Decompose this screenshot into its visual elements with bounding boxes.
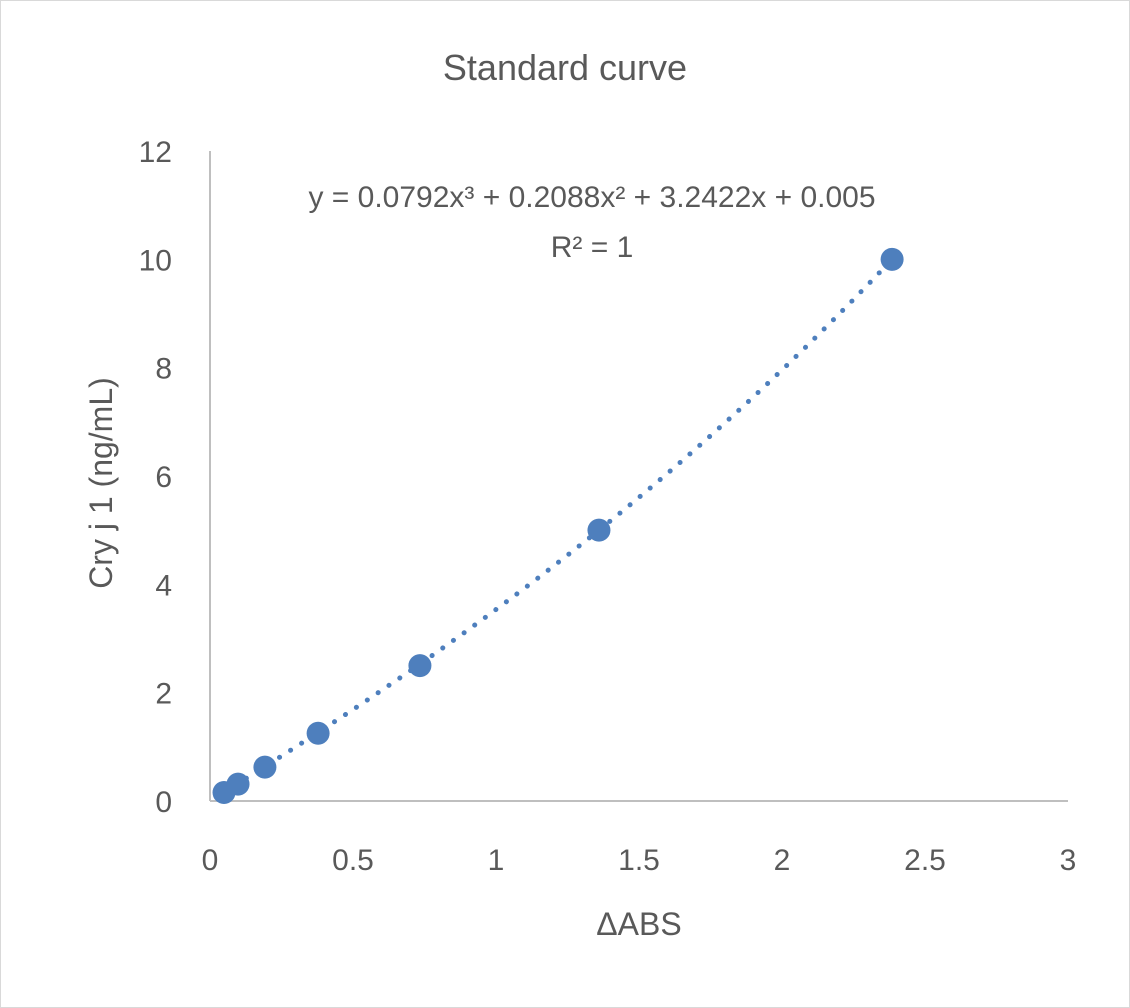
- data-point: [587, 518, 611, 542]
- chart-title: Standard curve: [443, 47, 687, 88]
- x-tick-label: 1.5: [618, 844, 660, 877]
- x-tick-label: 0.5: [332, 844, 374, 877]
- y-tick-label: 6: [155, 461, 172, 494]
- y-axis-label: Cry j 1 (ng/mL): [83, 377, 119, 589]
- r-squared-label: R² = 1: [551, 231, 634, 264]
- x-tick-label: 1: [488, 844, 505, 877]
- data-point: [306, 721, 330, 745]
- x-tick-label: 3: [1060, 844, 1077, 877]
- x-axis-label: ΔABS: [596, 906, 681, 942]
- data-point: [226, 772, 250, 796]
- y-tick-label: 12: [139, 136, 172, 169]
- x-tick-label: 0: [202, 844, 219, 877]
- trendline: [221, 256, 895, 795]
- trendline-equation: y = 0.0792x³ + 0.2088x² + 3.2422x + 0.00…: [308, 181, 875, 214]
- data-point: [880, 247, 904, 271]
- y-tick-label: 4: [155, 569, 172, 602]
- y-tick-label: 2: [155, 678, 172, 711]
- x-tick-label: 2.5: [904, 844, 946, 877]
- y-tick-label: 10: [139, 244, 172, 277]
- x-tick-label: 2: [774, 844, 791, 877]
- data-point: [253, 755, 277, 779]
- data-point: [408, 654, 432, 678]
- y-tick-label: 8: [155, 353, 172, 386]
- y-tick-label: 0: [155, 786, 172, 819]
